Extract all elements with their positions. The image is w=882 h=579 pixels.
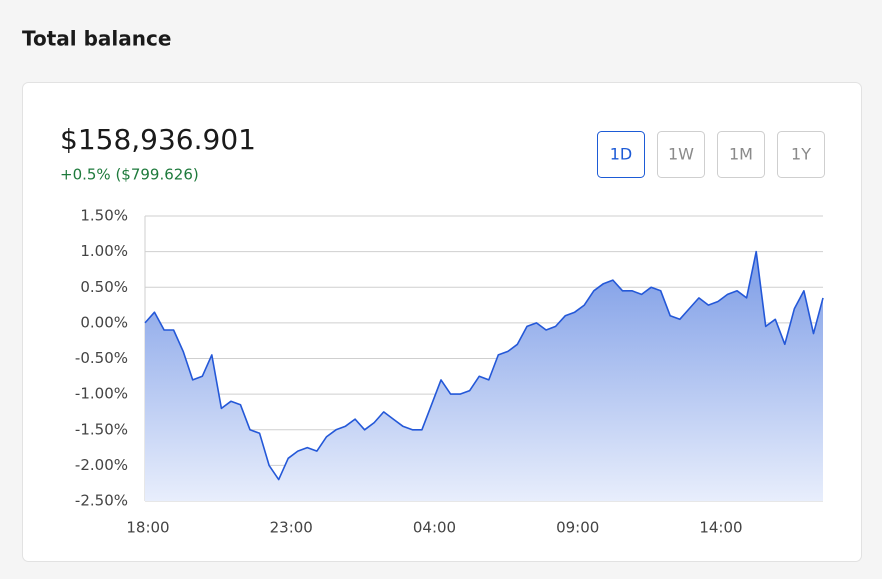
range-button-label: 1D: [610, 145, 633, 164]
line: [144, 250, 824, 481]
y-tick-label: -2.50%: [75, 492, 128, 510]
range-button[interactable]: 1M: [717, 131, 765, 178]
range-button[interactable]: 1D: [597, 131, 645, 178]
y-tick-label: -2.00%: [75, 456, 128, 474]
y-tick-label: 1.00%: [80, 242, 128, 260]
range-button-label: 1Y: [791, 145, 811, 164]
range-button-box: [597, 131, 645, 178]
range-button-box: [777, 131, 825, 178]
x-tick-label: 09:00: [556, 519, 599, 537]
balance-change: +0.5% ($799.626): [60, 166, 199, 184]
range-button-box: [657, 131, 705, 178]
x-tick-label: 23:00: [270, 519, 313, 537]
section-title: Total balance: [22, 27, 171, 51]
x-tick-label: 14:00: [699, 519, 742, 537]
y-tick-label: -1.50%: [75, 420, 128, 438]
range-button[interactable]: 1W: [657, 131, 705, 178]
range-button-box: [717, 131, 765, 178]
x-tick-label: 04:00: [413, 519, 456, 537]
y-tick-label: 1.50%: [80, 207, 128, 225]
y-tick-label: -1.00%: [75, 385, 128, 403]
area: [145, 251, 823, 501]
range-button[interactable]: 1Y: [777, 131, 825, 178]
range-button-label: 1M: [729, 145, 753, 164]
range-button-label: 1W: [668, 145, 694, 164]
balance: $158,936.901: [60, 123, 256, 156]
y-tick-label: 0.50%: [80, 278, 128, 296]
y-tick-label: -0.50%: [75, 349, 128, 367]
y-tick-label: 0.00%: [80, 313, 128, 331]
x-tick-label: 18:00: [126, 519, 169, 537]
